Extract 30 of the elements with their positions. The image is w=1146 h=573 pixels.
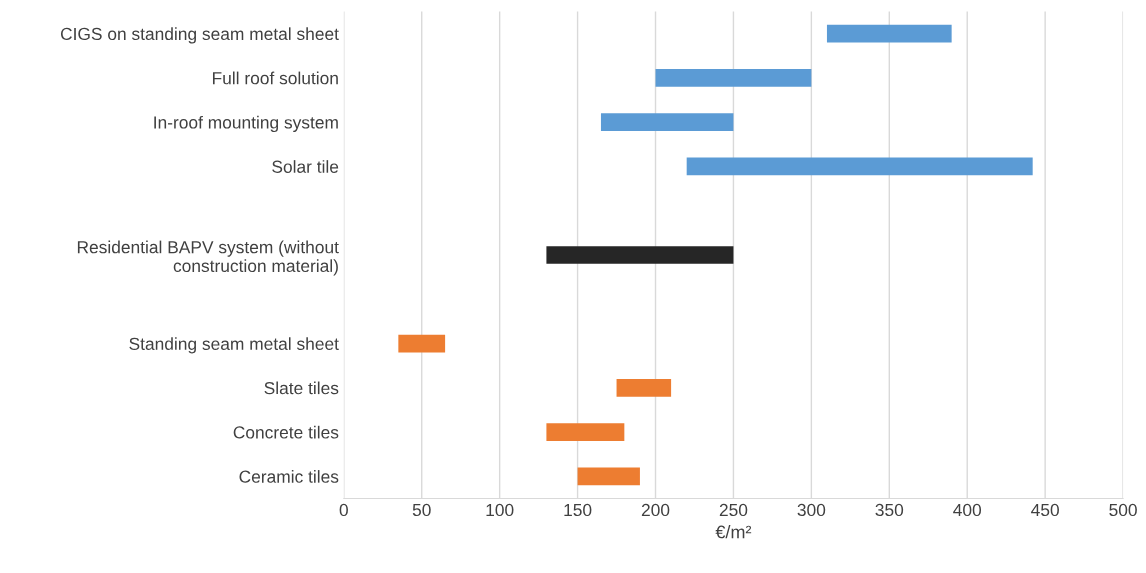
- bar: [655, 69, 812, 87]
- x-tick-label: 50: [412, 503, 431, 517]
- x-tick-label: 450: [1031, 503, 1059, 517]
- y-tick-label: Residential BAPV system (without construction material): [77, 240, 339, 276]
- x-tick-label: 300: [797, 503, 826, 517]
- bar: [600, 113, 734, 132]
- bar: [577, 467, 640, 486]
- bar: [826, 24, 952, 43]
- x-tick-label: 350: [875, 503, 904, 517]
- y-tick-label: In-roof mounting system: [154, 115, 338, 133]
- x-tick-label: 150: [564, 503, 592, 517]
- y-tick-label: Full roof solution: [212, 71, 338, 85]
- x-tick-label: 200: [641, 503, 670, 517]
- bar: [546, 246, 734, 264]
- x-tick-label: 500: [1109, 503, 1137, 517]
- x-tick-label: 250: [719, 503, 748, 517]
- y-tick-label: Ceramic tiles: [239, 470, 339, 483]
- y-tick-label: Solar tile: [272, 160, 339, 173]
- bar: [686, 157, 1033, 176]
- x-tick-label: 0: [339, 503, 348, 517]
- y-tick-label: Standing seam metal sheet: [129, 337, 339, 354]
- bar: [616, 378, 672, 397]
- x-tick-label: 400: [953, 503, 982, 517]
- bar: [546, 423, 625, 441]
- y-tick-label: Concrete tiles: [233, 425, 339, 439]
- y-tick-label: CIGS on standing seam metal sheet: [60, 27, 339, 44]
- bar: [398, 334, 446, 353]
- x-axis-title: €/m²: [715, 525, 752, 539]
- x-tick-label: 100: [486, 503, 514, 517]
- y-tick-label: Slate tiles: [264, 381, 339, 395]
